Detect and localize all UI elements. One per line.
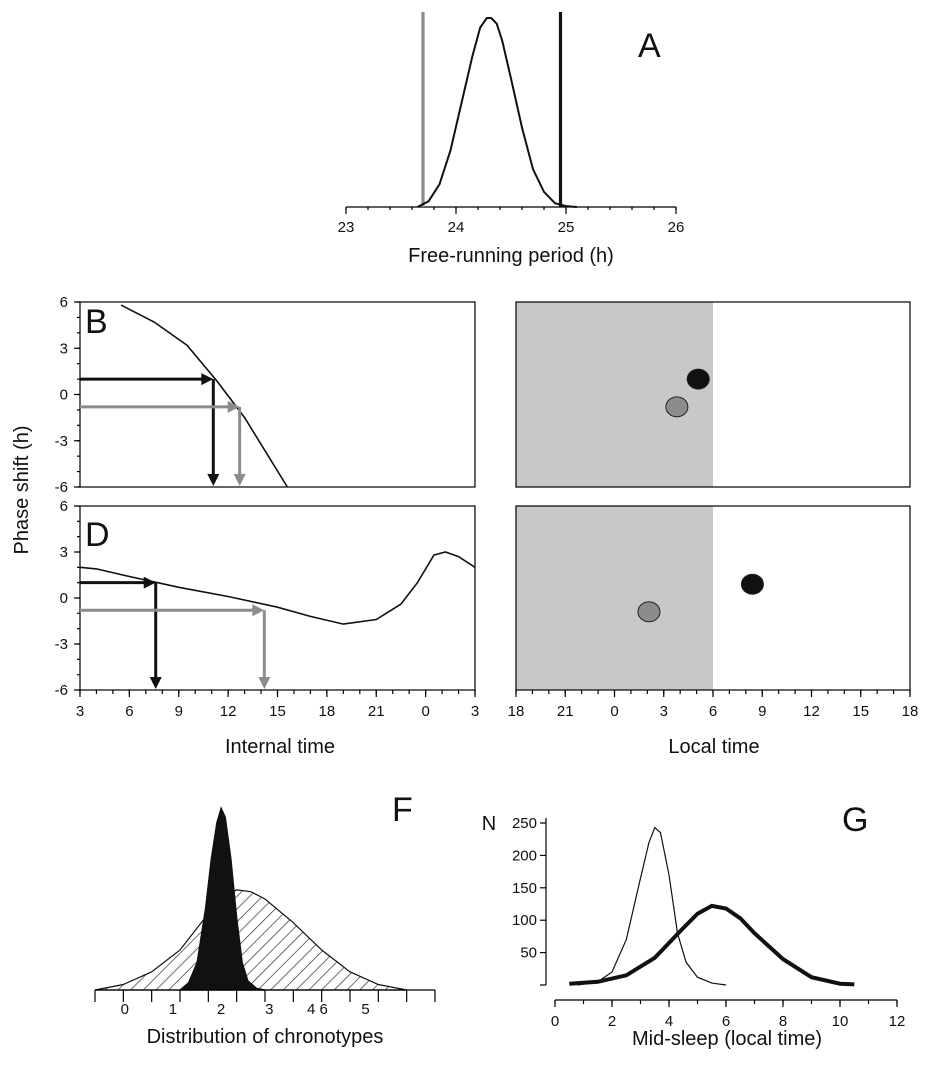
panel-e-night-shading bbox=[516, 506, 713, 690]
panel-b-arrowhead-v-gray bbox=[233, 474, 246, 486]
panel-c-point-gray bbox=[665, 396, 689, 418]
panel-g-x-tick-label: 12 bbox=[889, 1013, 906, 1030]
panel-b-y-tick-label: -6 bbox=[55, 479, 68, 496]
panel-d-y-tick-label: -6 bbox=[55, 682, 68, 699]
panel-g-x-tick-label: 8 bbox=[779, 1013, 787, 1030]
panel-c bbox=[515, 301, 911, 488]
panel-d-x-tick-label: 21 bbox=[368, 703, 385, 720]
panel-g-y-tick-label: 50 bbox=[520, 945, 537, 962]
panel-f-tick-label: 0 bbox=[121, 1001, 129, 1018]
panel-b-arrowhead-h-black bbox=[201, 373, 214, 386]
panel-a-tick-label: 24 bbox=[448, 219, 465, 236]
panel-d-x-tick-label: 6 bbox=[125, 703, 133, 720]
panel-a-xlabel: Free-running period (h) bbox=[408, 245, 614, 267]
panel-e-x-tick-label: 21 bbox=[557, 703, 574, 720]
panel-d-arrowhead-h-gray bbox=[252, 604, 265, 617]
panel-d-x-tick-label: 12 bbox=[220, 703, 237, 720]
panel-label-d: D bbox=[85, 516, 110, 554]
panel-d-x-tick-label: 3 bbox=[76, 703, 84, 720]
panel-f-distribution-1 bbox=[178, 806, 266, 991]
panel-e-x-tick-label: 3 bbox=[660, 703, 668, 720]
panel-e-x-tick-label: 18 bbox=[902, 703, 919, 720]
panel-f-xlabel: Distribution of chronotypes bbox=[147, 1026, 384, 1048]
panel-d-x-tick-label: 3 bbox=[471, 703, 479, 720]
panel-f: 0 1 2 3 4 6 5 bbox=[94, 806, 436, 1018]
panel-g-series-thick bbox=[569, 903, 855, 987]
panel-b: 6 3 0 -3 -6 bbox=[55, 294, 476, 496]
panel-e-x-tick-label: 15 bbox=[852, 703, 869, 720]
panel-d-x-tick-label: 0 bbox=[421, 703, 429, 720]
panel-a-period-curve bbox=[417, 17, 578, 208]
panel-f-tick-label: 5 bbox=[361, 1001, 369, 1018]
panel-b-y-tick-label: 3 bbox=[60, 340, 68, 357]
panel-d-y-tick-label: 0 bbox=[60, 590, 68, 607]
panel-g-x-tick-label: 4 bbox=[665, 1013, 673, 1030]
panel-f-tick-label: 1 bbox=[169, 1001, 177, 1018]
panel-c-point-black bbox=[686, 368, 710, 390]
panel-g-x-tick-label: 0 bbox=[551, 1013, 559, 1030]
panel-g-xlabel: Mid-sleep (local time) bbox=[632, 1028, 822, 1050]
phase-shift-ylabel: Phase shift (h) bbox=[11, 426, 33, 555]
panel-g-x-tick-label: 6 bbox=[722, 1013, 730, 1030]
panel-d-frame bbox=[79, 505, 476, 691]
panel-e-point-gray bbox=[637, 601, 661, 623]
panel-d: 6 3 0 -3 -6 3 6 9 12 15 18 21 0 3 bbox=[55, 498, 480, 720]
panel-a-tick-label: 26 bbox=[668, 219, 685, 236]
panel-d-prc-curve bbox=[79, 551, 476, 625]
panel-c-frame bbox=[515, 301, 911, 488]
panel-d-arrowhead-v-gray bbox=[258, 677, 271, 689]
panel-d-arrowhead-v-black bbox=[149, 677, 162, 689]
panel-f-tick-label: 4 6 bbox=[307, 1001, 328, 1018]
panel-b-y-tick-label: -3 bbox=[55, 433, 68, 450]
panel-e-xlabel: Local time bbox=[668, 736, 759, 758]
panel-g-x-tick-label: 2 bbox=[608, 1013, 616, 1030]
panel-a-tick-label: 23 bbox=[338, 219, 355, 236]
panel-e-x-tick-label: 0 bbox=[610, 703, 618, 720]
panel-e: 18 21 0 3 6 9 12 15 18 bbox=[508, 505, 919, 720]
panel-d-x-tick-label: 9 bbox=[175, 703, 183, 720]
panel-g-y-tick-label: 100 bbox=[512, 912, 537, 929]
panel-b-y-tick-label: 0 bbox=[60, 387, 68, 404]
panel-d-x-tick-label: 18 bbox=[319, 703, 336, 720]
panel-f-tick-label: 2 bbox=[217, 1001, 225, 1018]
panel-e-x-tick-label: 9 bbox=[758, 703, 766, 720]
panel-b-arrowhead-v-black bbox=[207, 474, 220, 486]
panel-d-y-tick-label: 6 bbox=[60, 498, 68, 515]
panel-f-tick-label: 3 bbox=[265, 1001, 273, 1018]
panel-g-ylabel: N bbox=[482, 813, 496, 835]
panel-g-y-tick-label: 150 bbox=[512, 880, 537, 897]
panel-f-distribution-0 bbox=[94, 889, 407, 991]
panel-e-point-black bbox=[740, 573, 764, 595]
panel-e-x-tick-label: 6 bbox=[709, 703, 717, 720]
panel-b-y-tick-label: 6 bbox=[60, 294, 68, 311]
panel-d-arrowhead-h-black bbox=[143, 576, 156, 589]
panel-d-y-tick-label: 3 bbox=[60, 544, 68, 561]
panel-a: 23 24 25 26 bbox=[338, 12, 685, 236]
panel-label-b: B bbox=[85, 303, 108, 341]
panel-a-tick-label: 25 bbox=[558, 219, 575, 236]
panel-g-y-tick-label: 200 bbox=[512, 847, 537, 864]
panel-d-y-tick-label: -3 bbox=[55, 636, 68, 653]
panel-d-x-tick-label: 15 bbox=[269, 703, 286, 720]
panel-b-prc-curve bbox=[120, 304, 289, 488]
panel-g: 250 200 150 100 50 0 2 4 6 8 10 12 bbox=[512, 815, 905, 1030]
panel-d-xlabel: Internal time bbox=[225, 736, 335, 758]
panel-g-series-thin bbox=[577, 826, 727, 986]
panel-g-x-tick-label: 10 bbox=[832, 1013, 849, 1030]
panel-label-g: G bbox=[842, 801, 868, 839]
panel-e-x-tick-label: 18 bbox=[508, 703, 525, 720]
panel-c-night-shading bbox=[516, 302, 713, 487]
panel-label-a: A bbox=[638, 27, 661, 65]
panel-g-y-tick-label: 250 bbox=[512, 815, 537, 832]
panel-b-arrowhead-h-gray bbox=[227, 400, 240, 413]
panel-e-x-tick-label: 12 bbox=[803, 703, 820, 720]
panel-label-f: F bbox=[392, 791, 413, 829]
panel-b-frame bbox=[79, 301, 476, 488]
